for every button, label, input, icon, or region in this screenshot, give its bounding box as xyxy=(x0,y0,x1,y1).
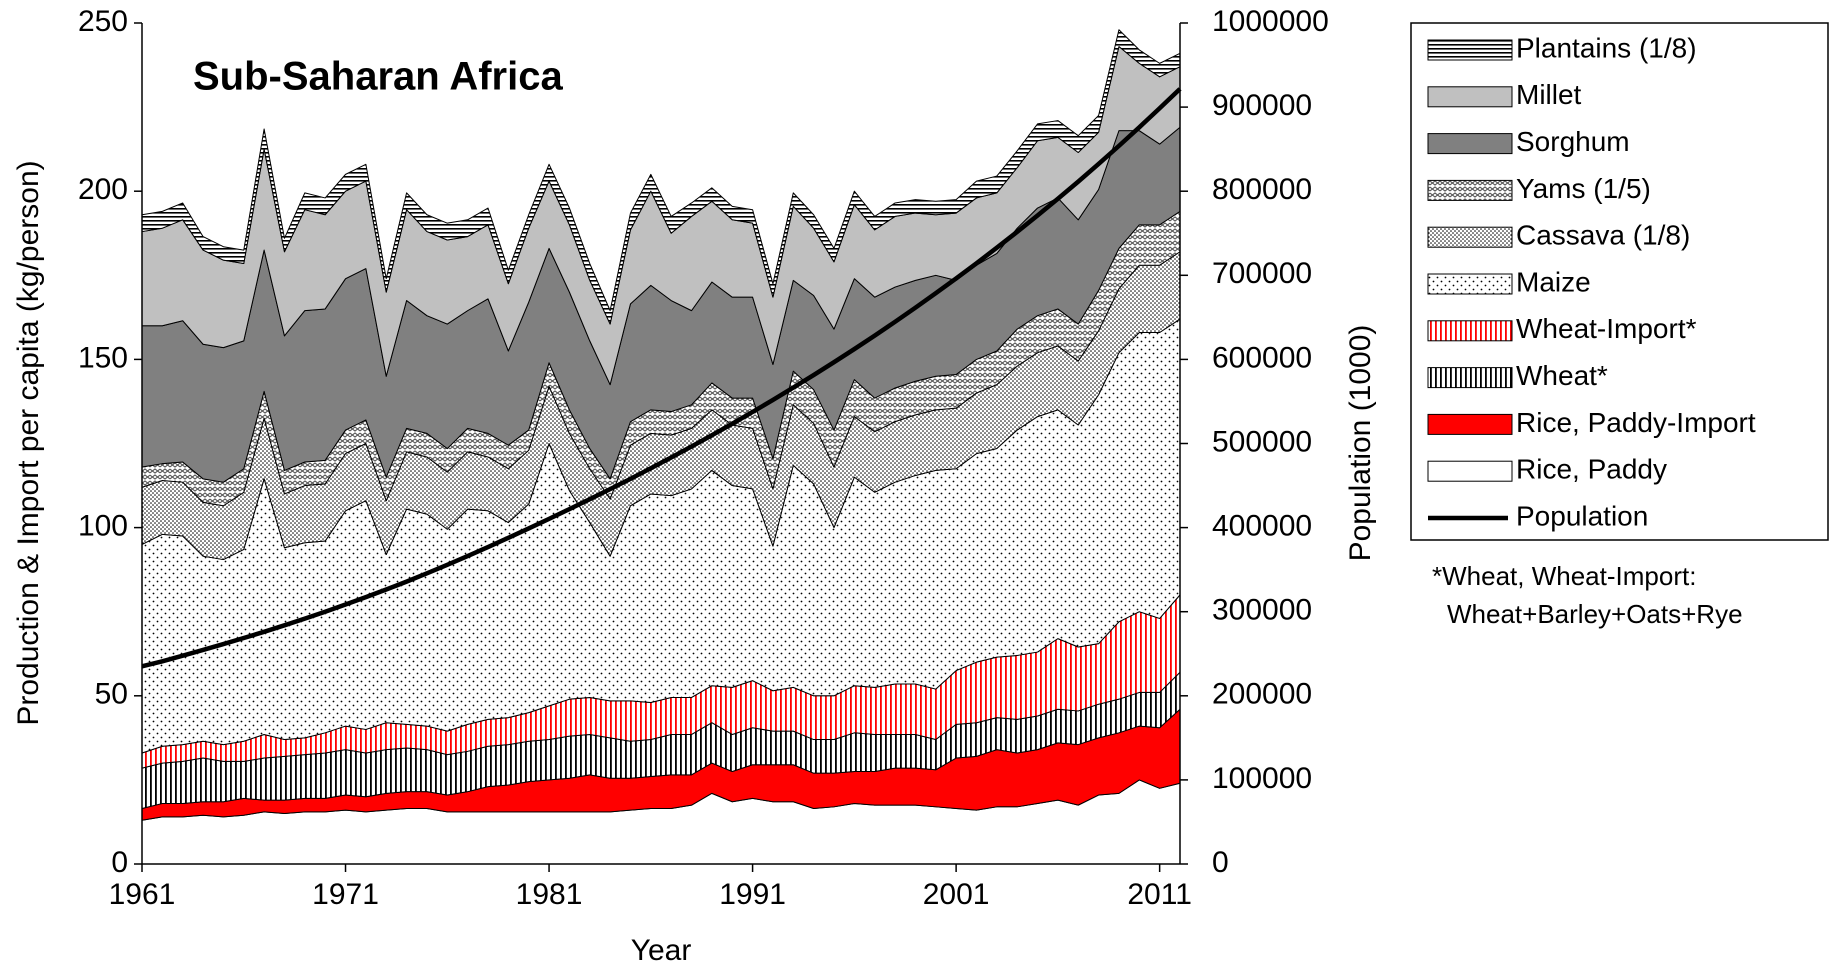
x-axis-label: Year xyxy=(631,934,692,967)
legend-swatch xyxy=(1427,320,1513,342)
footnote: *Wheat, Wheat-Import: xyxy=(1432,561,1696,591)
y2-tick-label: 0 xyxy=(1212,846,1229,879)
legend-label: Population xyxy=(1516,500,1648,531)
y2-tick-label: 1000000 xyxy=(1212,5,1329,38)
legend-label: Rice, Paddy-Import xyxy=(1516,407,1756,438)
y2-tick-label: 500000 xyxy=(1212,425,1312,458)
y-tick-label: 150 xyxy=(78,341,128,374)
legend-swatch xyxy=(1427,39,1513,61)
legend-swatch xyxy=(1427,226,1513,248)
y2-tick-label: 700000 xyxy=(1212,257,1312,290)
plot-areas xyxy=(141,29,1181,865)
population-line xyxy=(141,87,1182,669)
y2-tick-label: 300000 xyxy=(1212,594,1312,627)
y-tick-label: 50 xyxy=(95,678,128,711)
legend-label: Rice, Paddy xyxy=(1516,454,1667,485)
footnote: Wheat+Barley+Oats+Rye xyxy=(1447,599,1743,629)
legend-label: Sorghum xyxy=(1516,126,1630,157)
x-tick-label: 2001 xyxy=(923,878,990,911)
legend-swatch xyxy=(1427,460,1513,482)
legend-label: Millet xyxy=(1516,79,1582,110)
y2-tick-label: 200000 xyxy=(1212,678,1312,711)
legend-swatch xyxy=(1427,86,1513,108)
y2-tick-label: 100000 xyxy=(1212,762,1312,795)
legend-swatch xyxy=(1427,273,1513,295)
legend-label: Wheat-Import* xyxy=(1516,313,1697,344)
y-tick-label: 100 xyxy=(78,510,128,543)
legend-label: Yams (1/5) xyxy=(1516,173,1651,204)
legend-label: Plantains (1/8) xyxy=(1516,32,1697,63)
legend-swatch xyxy=(1427,179,1513,201)
y-axis-label: Production & Import per capita (kg/perso… xyxy=(12,160,45,725)
y2-tick-label: 600000 xyxy=(1212,341,1312,374)
legend-label: Cassava (1/8) xyxy=(1516,220,1690,251)
chart-title: Sub-Saharan Africa xyxy=(193,55,563,99)
legend-label: Wheat* xyxy=(1516,360,1608,391)
x-tick-label: 1981 xyxy=(516,878,583,911)
y2-axis-label: Population (1000) xyxy=(1344,325,1377,562)
y2-tick-label: 800000 xyxy=(1212,173,1312,206)
x-tick-label: 1991 xyxy=(719,878,786,911)
y-tick-label: 200 xyxy=(78,173,128,206)
legend-swatch xyxy=(1427,367,1513,389)
y-tick-label: 250 xyxy=(78,5,128,38)
x-tick-label: 2011 xyxy=(1127,878,1192,911)
x-tick-label: 1971 xyxy=(312,878,379,911)
x-tick-label: 1961 xyxy=(109,878,176,911)
y2-tick-label: 400000 xyxy=(1212,510,1312,543)
y2-tick-label: 900000 xyxy=(1212,89,1312,122)
y-tick-label: 0 xyxy=(111,846,128,879)
legend-swatch xyxy=(1427,413,1513,435)
legend-swatch xyxy=(1427,133,1513,155)
legend-label: Maize xyxy=(1516,266,1591,297)
legend: Plantains (1/8) Millet Sorghum Yams (1/5) Ca… xyxy=(1427,32,1756,531)
